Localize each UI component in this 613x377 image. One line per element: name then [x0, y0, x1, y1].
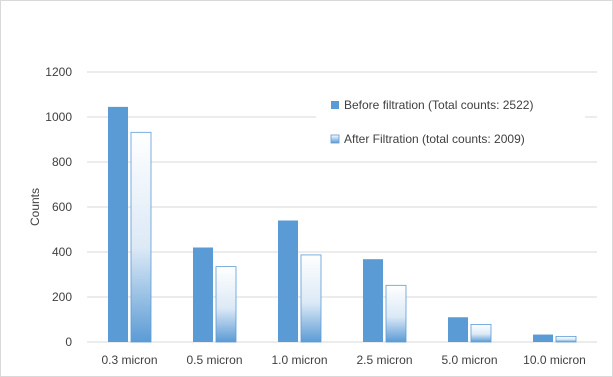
- y-tick-label: 600: [52, 200, 72, 214]
- bar-before: [278, 220, 298, 342]
- x-tick-label: 0.3 micron: [101, 353, 157, 367]
- legend-label-after: After Filtration (total counts: 2009): [344, 132, 525, 146]
- legend-frame: [316, 88, 585, 159]
- bar-after: [385, 284, 407, 343]
- bar-before: [448, 317, 468, 342]
- y-tick-label: 1000: [45, 110, 72, 124]
- y-tick-label: 200: [52, 290, 72, 304]
- bar-before: [193, 247, 213, 342]
- bar-after: [470, 324, 492, 343]
- y-axis-tick-labels: 0 200 400 600 800 1000 1200: [45, 65, 72, 349]
- bar-before: [363, 259, 383, 342]
- bar-after: [215, 266, 237, 343]
- legend-swatch-before: [331, 101, 339, 109]
- legend-item-after: After Filtration (total counts: 2009): [330, 132, 525, 146]
- legend-label-before: Before filtration (Total counts: 2522): [344, 98, 533, 112]
- x-tick-label: 10.0 micron: [523, 353, 586, 367]
- x-tick-label: 5.0 micron: [441, 353, 497, 367]
- y-tick-label: 0: [65, 335, 72, 349]
- x-tick-label: 2.5 micron: [356, 353, 412, 367]
- legend-swatch-after: [330, 134, 340, 144]
- bar-after: [300, 254, 322, 343]
- bars: [108, 106, 577, 343]
- bar-after: [130, 131, 152, 343]
- legend: Before filtration (Total counts: 2522) A…: [316, 88, 585, 159]
- x-tick-label: 0.5 micron: [186, 353, 242, 367]
- y-tick-label: 800: [52, 155, 72, 169]
- y-tick-label: 1200: [45, 65, 72, 79]
- bar-before: [533, 334, 553, 342]
- bar-after: [555, 335, 577, 343]
- bar-before: [108, 106, 128, 342]
- y-tick-label: 400: [52, 245, 72, 259]
- legend-item-before: Before filtration (Total counts: 2522): [331, 98, 533, 112]
- x-axis-tick-labels: 0.3 micron 0.5 micron 1.0 micron 2.5 micron…: [101, 353, 585, 367]
- y-axis-title: Counts: [28, 188, 42, 226]
- x-tick-label: 1.0 micron: [271, 353, 327, 367]
